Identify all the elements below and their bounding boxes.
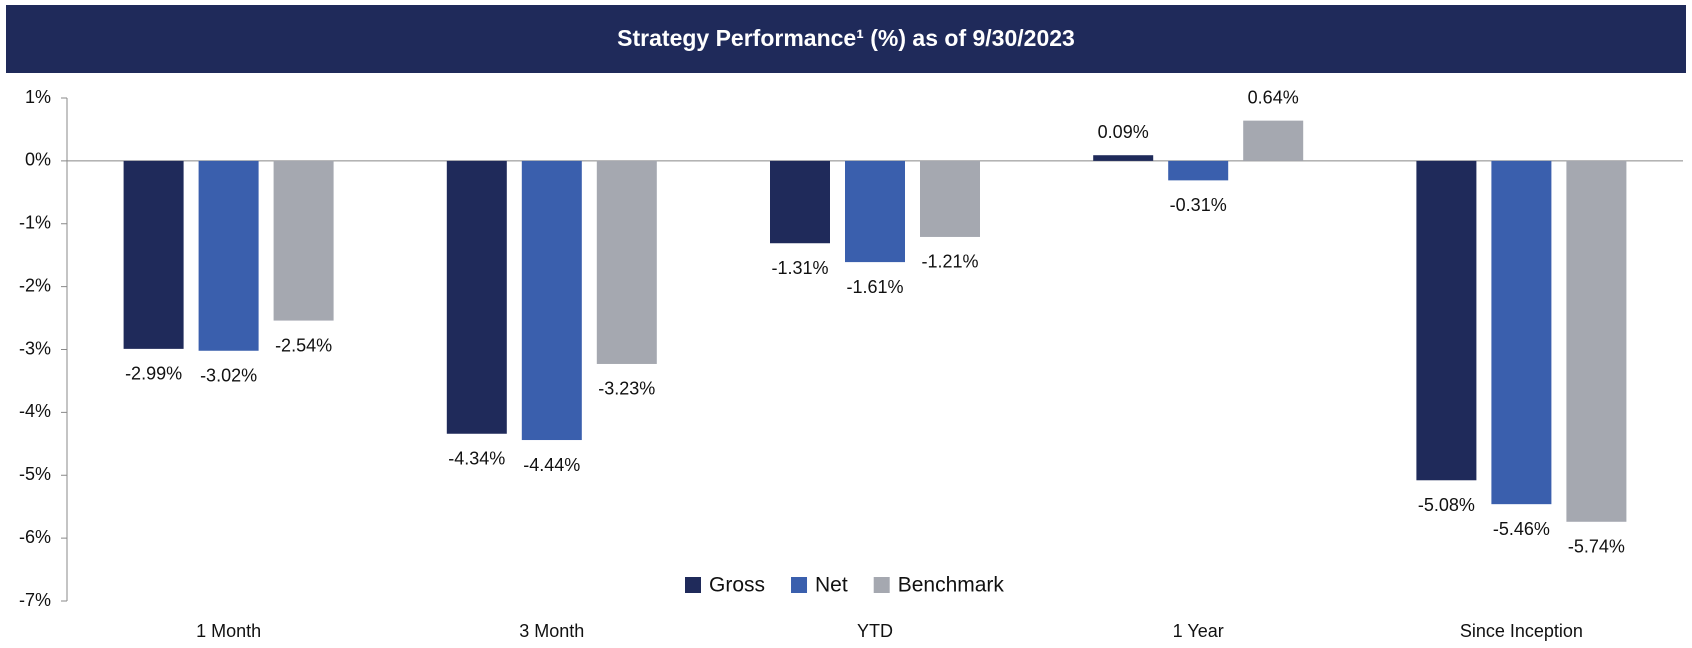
- data-label: 0.64%: [1248, 87, 1299, 107]
- bar: [770, 160, 830, 244]
- y-tick-label: 1%: [25, 87, 51, 107]
- data-label: -5.08%: [1418, 495, 1475, 515]
- y-tick-label: -6%: [19, 527, 51, 547]
- y-tick-label: -2%: [19, 275, 51, 295]
- legend-swatch: [685, 577, 701, 593]
- x-tick-label: 3 Month: [519, 621, 584, 641]
- data-label: -3.23%: [598, 379, 655, 399]
- y-tick-label: -1%: [19, 213, 51, 233]
- y-tick-label: -3%: [19, 338, 51, 358]
- data-label: -0.31%: [1170, 195, 1227, 215]
- bar: [1093, 155, 1154, 161]
- data-label: -3.02%: [200, 366, 257, 386]
- bar: [845, 160, 905, 263]
- data-label: 0.09%: [1098, 122, 1149, 142]
- legend-swatch: [791, 577, 808, 593]
- legend-label: Benchmark: [898, 574, 1005, 597]
- data-label: -5.74%: [1568, 537, 1625, 557]
- bar: [1416, 160, 1477, 481]
- legend-label: Net: [815, 574, 848, 597]
- bar: [1243, 120, 1304, 161]
- y-tick-label: 0%: [25, 150, 51, 170]
- legend-swatch: [873, 577, 890, 593]
- data-label: -2.99%: [125, 364, 182, 384]
- bar: [596, 160, 657, 364]
- data-label: -4.44%: [523, 455, 580, 475]
- bar: [521, 160, 582, 441]
- y-tick-label: -5%: [19, 464, 51, 484]
- bar: [1566, 160, 1627, 522]
- bar: [123, 160, 184, 349]
- bar: [920, 160, 980, 237]
- data-label: -1.21%: [921, 252, 978, 272]
- bar: [198, 160, 259, 351]
- bar: [446, 160, 507, 434]
- data-label: -2.54%: [275, 335, 332, 355]
- bar: [273, 160, 334, 321]
- data-label: -1.31%: [771, 258, 828, 278]
- y-tick-label: -7%: [19, 590, 51, 610]
- x-tick-label: YTD: [857, 621, 893, 641]
- chart-title: Strategy Performance¹ (%) as of 9/30/202…: [617, 25, 1075, 51]
- legend-label: Gross: [709, 574, 765, 597]
- bar: [1491, 160, 1552, 505]
- data-label: -1.61%: [846, 277, 903, 297]
- x-tick-label: 1 Year: [1173, 621, 1224, 641]
- y-tick-label: -4%: [19, 401, 51, 421]
- data-label: -4.34%: [448, 449, 505, 469]
- title-bar: [6, 5, 1686, 73]
- x-tick-label: Since Inception: [1460, 621, 1583, 641]
- data-label: -5.46%: [1493, 519, 1550, 539]
- bar: [1168, 160, 1229, 181]
- x-tick-label: 1 Month: [196, 621, 261, 641]
